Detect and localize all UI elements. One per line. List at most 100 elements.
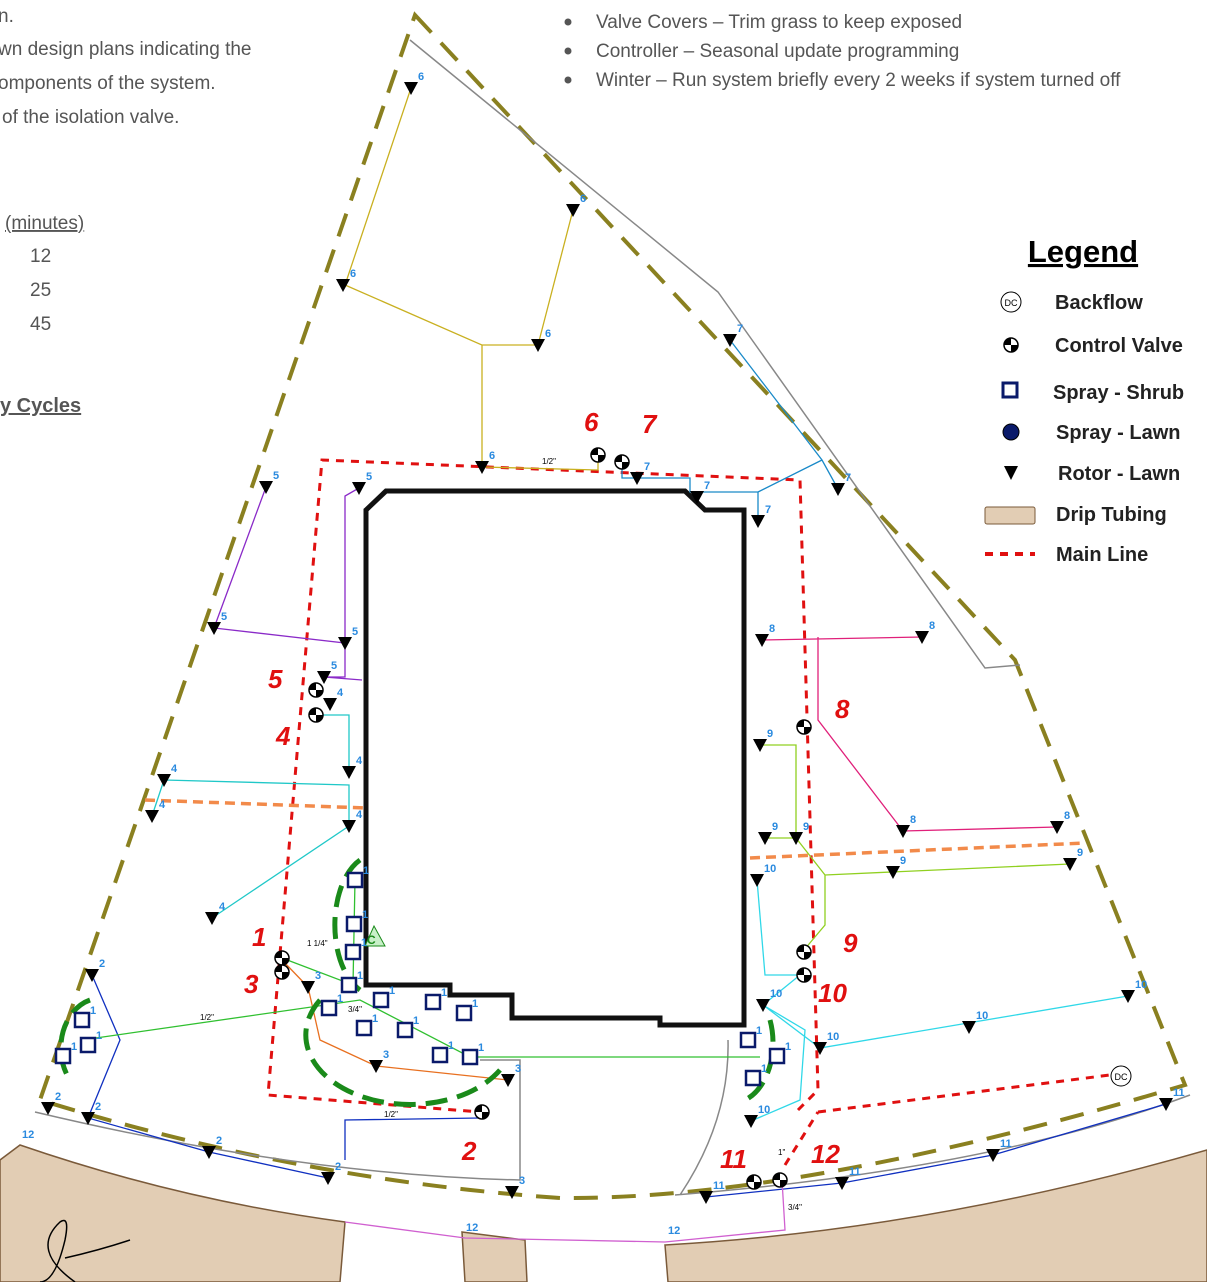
curb	[409, 39, 1021, 669]
rotor-head	[751, 515, 765, 528]
bullet	[564, 76, 572, 84]
legend-icon	[1001, 381, 1019, 399]
head-label: 10	[770, 988, 782, 1000]
legend-item: Spray - Lawn	[1056, 422, 1180, 444]
head-label: 9	[767, 728, 773, 740]
head-label: 7	[737, 323, 743, 335]
zone-label: 2	[461, 1136, 477, 1166]
table-value: 12	[30, 246, 51, 267]
maintenance-item: Controller – Seasonal update programming	[596, 41, 959, 62]
rotor-head	[342, 766, 356, 779]
control-valve-fill	[475, 1105, 489, 1119]
head-label: 11	[1000, 1138, 1012, 1150]
head-label: 8	[910, 814, 916, 826]
note-line: of the isolation valve.	[2, 107, 179, 128]
head-label: 1	[372, 1013, 378, 1025]
pipe-size: 1"	[778, 1148, 785, 1157]
rotor-head	[744, 1115, 758, 1128]
shrub-head	[340, 976, 358, 994]
drip-tubing	[0, 1144, 1207, 1282]
rotor-head	[690, 491, 704, 504]
head-label: 1	[337, 993, 343, 1005]
head-label: 1	[441, 987, 447, 999]
head-label: 3	[315, 970, 321, 982]
table-value: 25	[30, 280, 51, 301]
rotor-head	[404, 82, 418, 95]
head-label: 6	[489, 450, 495, 462]
control-valve-fill	[309, 708, 323, 722]
shrub-head	[461, 1048, 479, 1066]
head-label: 5	[352, 626, 358, 638]
control-valve-fill	[591, 448, 605, 462]
head-label: 4	[171, 763, 178, 775]
head-label: 10	[827, 1031, 839, 1043]
maintenance-item: Valve Covers – Trim grass to keep expose…	[596, 12, 962, 33]
rotor-head	[531, 339, 545, 352]
notes: n. wn design plans indicating the ompone…	[0, 6, 252, 417]
backflow	[1110, 1065, 1132, 1087]
rotor-head	[962, 1021, 976, 1034]
head-label: 5	[221, 611, 227, 623]
shrub-head	[320, 999, 338, 1017]
control-valve-fill	[797, 968, 811, 982]
head-label: 7	[704, 480, 710, 492]
head-label: 9	[772, 821, 778, 833]
legend-item: Main Line	[1056, 544, 1148, 566]
rotor-head	[831, 483, 845, 496]
rotor-head	[352, 482, 366, 495]
head-label: 11	[849, 1166, 861, 1178]
rotor-head	[630, 472, 644, 485]
head-label: 1	[472, 998, 478, 1010]
rotor-head	[336, 279, 350, 292]
head-label: 4	[219, 901, 226, 913]
head-label: 5	[331, 660, 337, 672]
legend-icon	[1000, 291, 1022, 313]
shrub-head	[54, 1047, 72, 1065]
head-label: 9	[1077, 847, 1083, 859]
legend-icon	[1003, 337, 1019, 353]
legend-icon	[1004, 466, 1018, 480]
head-label: 8	[929, 620, 935, 632]
shrub-head	[744, 1069, 762, 1087]
control-valve-fill	[747, 1175, 761, 1189]
head-label: 1	[785, 1041, 791, 1053]
head-label: 10	[764, 863, 776, 875]
zone-label: 8	[835, 694, 850, 724]
legend-icon	[1002, 423, 1020, 441]
head-label: 4	[337, 687, 344, 699]
drip-label: 12	[466, 1222, 478, 1234]
zone-label: 11	[720, 1144, 747, 1174]
rotor-head	[41, 1102, 55, 1115]
shrub-head	[455, 1004, 473, 1022]
rotor-head	[85, 969, 99, 982]
rotor-head	[886, 866, 900, 879]
curb	[34, 1039, 1191, 1196]
head-label: 2	[55, 1091, 61, 1103]
head-label: 1	[357, 970, 363, 982]
head-label: 1	[756, 1025, 762, 1037]
zone-label: 4	[275, 721, 291, 751]
head-label: 6	[580, 193, 586, 205]
head-label: 1	[389, 985, 395, 997]
maintenance: Valve Covers – Trim grass to keep expose…	[564, 12, 1121, 91]
shrub-head	[739, 1031, 757, 1049]
head-label: 7	[644, 461, 650, 473]
head-label: 10	[1135, 979, 1147, 991]
note-line: omponents of the system.	[0, 73, 216, 94]
cycles-heading: y Cycles	[0, 395, 81, 417]
pipe-size: 1/2"	[542, 457, 556, 466]
head-label: 8	[1064, 810, 1070, 822]
head-label: 5	[366, 471, 372, 483]
rotor-head	[323, 698, 337, 711]
head-label: 1	[361, 937, 367, 949]
control-valve-fill	[1004, 338, 1018, 352]
table-header: (minutes)	[5, 213, 84, 234]
pipe-size: 1/2"	[200, 1013, 214, 1022]
head-label: 1	[448, 1040, 454, 1052]
building	[363, 488, 747, 1028]
head-label: 11	[713, 1180, 725, 1192]
bullet	[564, 18, 572, 26]
head-label: 7	[765, 504, 771, 516]
control-valve-fill	[615, 455, 629, 469]
